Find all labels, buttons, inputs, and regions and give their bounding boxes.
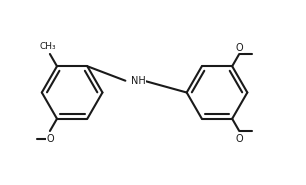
- Text: NH: NH: [131, 76, 146, 86]
- Text: O: O: [235, 43, 243, 53]
- Text: O: O: [46, 134, 54, 144]
- Text: CH₃: CH₃: [40, 42, 57, 51]
- Text: O: O: [235, 134, 243, 144]
